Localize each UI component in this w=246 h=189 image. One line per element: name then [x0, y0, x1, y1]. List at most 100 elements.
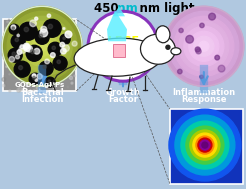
- Circle shape: [35, 40, 37, 42]
- Circle shape: [4, 50, 7, 54]
- Circle shape: [35, 22, 36, 24]
- Circle shape: [175, 115, 235, 175]
- Circle shape: [36, 24, 39, 26]
- Circle shape: [5, 29, 7, 30]
- Circle shape: [63, 43, 64, 44]
- Circle shape: [72, 77, 74, 78]
- Circle shape: [12, 52, 15, 56]
- Circle shape: [47, 78, 50, 81]
- Circle shape: [51, 46, 53, 47]
- Circle shape: [33, 89, 35, 91]
- Circle shape: [46, 21, 48, 23]
- Circle shape: [35, 79, 38, 81]
- Circle shape: [63, 28, 65, 30]
- Text: Factor: Factor: [108, 95, 138, 104]
- Circle shape: [4, 84, 6, 86]
- Text: Infection: Infection: [21, 95, 63, 104]
- Polygon shape: [107, 10, 127, 41]
- Circle shape: [47, 36, 49, 37]
- Polygon shape: [113, 6, 125, 16]
- Circle shape: [7, 21, 9, 23]
- Circle shape: [23, 26, 27, 29]
- Circle shape: [50, 53, 55, 57]
- Circle shape: [43, 29, 46, 33]
- Circle shape: [48, 31, 51, 35]
- Text: Inflammation: Inflammation: [172, 88, 235, 97]
- Circle shape: [35, 89, 36, 90]
- Circle shape: [51, 64, 53, 65]
- Circle shape: [34, 49, 36, 51]
- Circle shape: [62, 71, 63, 73]
- Circle shape: [72, 44, 75, 47]
- Circle shape: [42, 33, 44, 35]
- Circle shape: [47, 68, 48, 70]
- Circle shape: [37, 82, 40, 86]
- Circle shape: [23, 60, 26, 63]
- Circle shape: [40, 29, 48, 37]
- Circle shape: [45, 35, 49, 39]
- Circle shape: [70, 65, 72, 67]
- Circle shape: [17, 50, 22, 54]
- Circle shape: [17, 21, 19, 22]
- Circle shape: [46, 71, 48, 73]
- Circle shape: [36, 86, 39, 88]
- Circle shape: [63, 48, 67, 52]
- Circle shape: [58, 34, 61, 37]
- Circle shape: [33, 47, 36, 50]
- Circle shape: [30, 84, 31, 86]
- Circle shape: [32, 25, 36, 29]
- Ellipse shape: [156, 26, 170, 43]
- Circle shape: [5, 36, 6, 38]
- Circle shape: [17, 63, 21, 67]
- Circle shape: [52, 22, 54, 24]
- Circle shape: [41, 26, 47, 32]
- Circle shape: [209, 13, 215, 20]
- Circle shape: [45, 77, 55, 87]
- Circle shape: [50, 56, 52, 58]
- Circle shape: [69, 76, 73, 80]
- Circle shape: [26, 41, 29, 44]
- Circle shape: [179, 21, 229, 71]
- Circle shape: [29, 73, 31, 75]
- Circle shape: [53, 32, 56, 35]
- Circle shape: [48, 42, 62, 56]
- Circle shape: [19, 58, 23, 61]
- Circle shape: [29, 56, 31, 58]
- Circle shape: [10, 23, 14, 26]
- Circle shape: [169, 11, 239, 81]
- Circle shape: [62, 55, 65, 59]
- Circle shape: [43, 19, 61, 37]
- Circle shape: [72, 41, 77, 46]
- Text: 450: 450: [94, 2, 123, 15]
- Circle shape: [23, 43, 30, 49]
- Circle shape: [58, 30, 59, 31]
- Circle shape: [186, 35, 193, 43]
- Circle shape: [53, 56, 67, 70]
- Circle shape: [71, 21, 72, 22]
- FancyBboxPatch shape: [112, 44, 125, 57]
- Circle shape: [22, 41, 25, 44]
- Circle shape: [72, 34, 74, 35]
- Circle shape: [15, 38, 18, 42]
- Circle shape: [45, 56, 46, 58]
- Circle shape: [24, 78, 26, 80]
- Circle shape: [45, 59, 49, 64]
- Circle shape: [51, 47, 54, 49]
- Circle shape: [70, 71, 73, 74]
- Circle shape: [51, 77, 52, 79]
- Circle shape: [1, 52, 5, 56]
- Text: nm light: nm light: [123, 2, 195, 15]
- Circle shape: [68, 55, 70, 57]
- Circle shape: [181, 121, 229, 169]
- Circle shape: [35, 60, 38, 62]
- Circle shape: [63, 37, 65, 40]
- Circle shape: [33, 77, 35, 80]
- Circle shape: [198, 138, 212, 152]
- Circle shape: [9, 90, 11, 92]
- Circle shape: [2, 77, 6, 81]
- Circle shape: [17, 88, 21, 92]
- Circle shape: [45, 65, 47, 67]
- Circle shape: [28, 43, 32, 46]
- Circle shape: [23, 50, 27, 54]
- Circle shape: [193, 133, 217, 157]
